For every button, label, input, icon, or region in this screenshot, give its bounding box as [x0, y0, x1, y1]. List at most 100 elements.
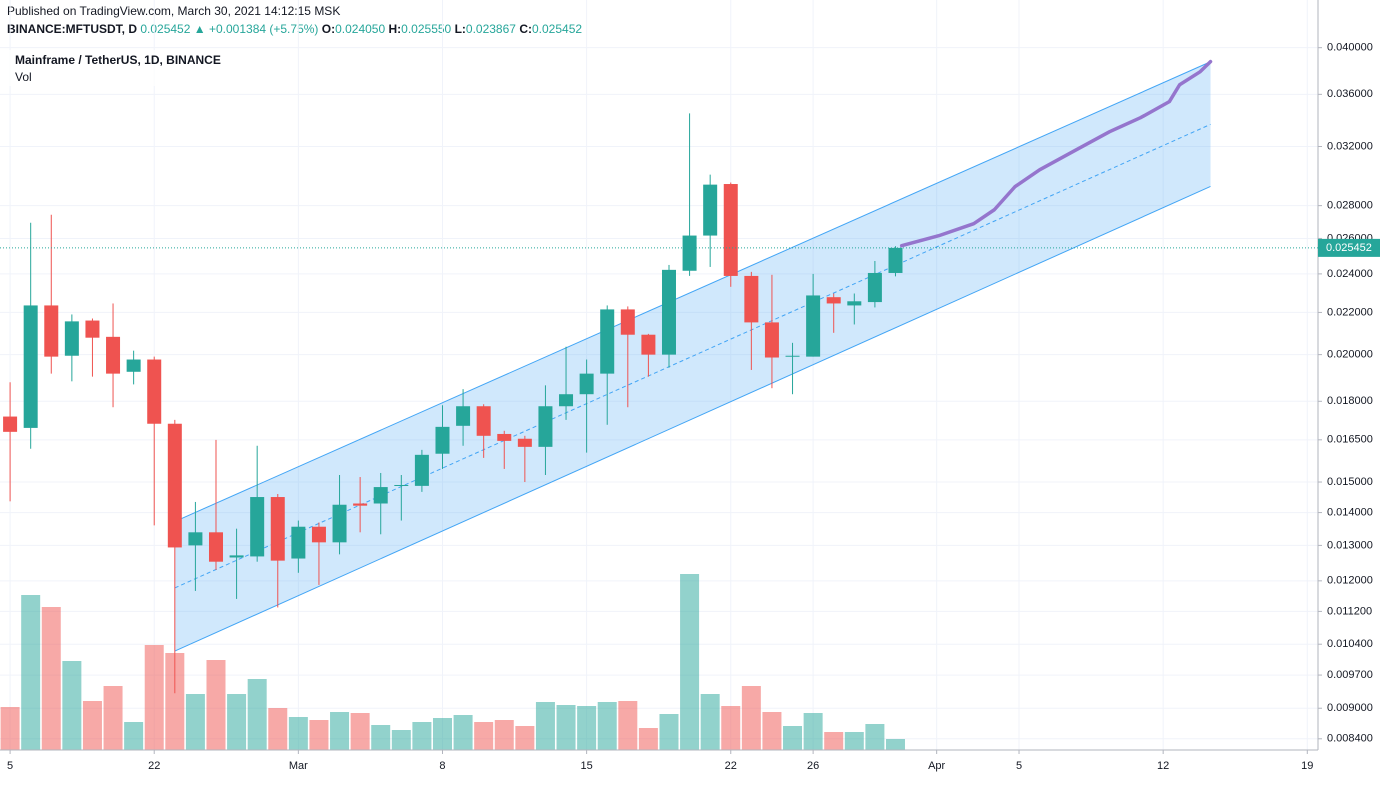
y-tick-label: 0.036000: [1327, 88, 1373, 100]
o: 0.024050: [335, 22, 385, 36]
volume-bar: [165, 653, 185, 750]
volume-bar: [247, 679, 267, 750]
candle-body: [64, 321, 79, 356]
volume-bar: [741, 686, 761, 750]
volume-bar: [762, 712, 782, 750]
candle-body: [435, 426, 450, 454]
x-tick-label: 8: [439, 760, 445, 772]
candle-body: [188, 532, 203, 546]
x-tick-label: 22: [725, 760, 737, 772]
candle-body: [806, 295, 821, 357]
x-tick-label: 22: [148, 760, 160, 772]
candle-body: [85, 320, 100, 338]
volume-bar: [556, 705, 576, 750]
x-tick-label: 5: [1016, 760, 1022, 772]
x-tick-label: 15: [580, 760, 592, 772]
volume-bar: [638, 728, 658, 750]
y-tick-label: 0.032000: [1327, 140, 1373, 152]
volume-bar: [783, 726, 803, 750]
volume-bar: [103, 686, 123, 750]
volume-bar: [494, 720, 514, 750]
volume-bar: [515, 726, 535, 750]
volume-bar: [82, 701, 102, 750]
y-tick-label: 0.014000: [1327, 506, 1373, 518]
candle-body: [785, 355, 800, 357]
candle-body: [126, 359, 141, 372]
candle-body: [44, 305, 59, 357]
y-tick-label: 0.024000: [1327, 268, 1373, 280]
symbol-line: BINANCE:MFTUSDT, D 0.025452 ▲ +0.001384 …: [7, 22, 582, 36]
volume-bar: [535, 702, 555, 750]
volume: [0, 574, 905, 750]
candle-body: [291, 526, 306, 559]
candle-body: [661, 269, 676, 355]
o-label: O:: [322, 22, 335, 36]
h-label: H:: [389, 22, 402, 36]
x-tick-label: 19: [1301, 760, 1313, 772]
volume-bar: [885, 739, 905, 750]
legend-bg: [7, 50, 247, 86]
volume-bar: [824, 732, 844, 750]
volume-bar: [144, 645, 164, 750]
channel: [174, 59, 1213, 652]
candle-body: [517, 438, 532, 447]
arrow: ▲: [194, 22, 206, 36]
legend-title: Mainframe / TetherUS, 1D, BINANCE: [15, 53, 221, 67]
grid: [0, 0, 1318, 750]
candle-body: [559, 394, 574, 407]
volume-bar: [577, 706, 597, 750]
candle-body: [332, 504, 347, 543]
symbol: BINANCE:MFTUSDT, D: [7, 22, 137, 36]
candle-body: [867, 272, 882, 303]
y-tick-label: 0.013000: [1327, 539, 1373, 551]
last-price-box: [1318, 238, 1380, 257]
candle-body: [373, 487, 388, 504]
candle-body: [888, 247, 903, 273]
channel-middle: [174, 123, 1211, 589]
volume-bar: [371, 725, 391, 750]
c-label: C:: [519, 22, 532, 36]
y-tick-label: 0.015000: [1327, 476, 1373, 488]
axes: 0.0400000.0360000.0320000.0280000.026000…: [0, 0, 1380, 772]
candle-body: [764, 322, 779, 358]
channel-lower: [174, 185, 1211, 652]
volume-bar: [62, 661, 82, 750]
volume-bar: [185, 694, 205, 750]
candle-body: [394, 484, 409, 486]
volume-bar: [350, 713, 370, 750]
candle-body: [723, 184, 738, 276]
candle-body: [476, 406, 491, 436]
candle-body: [497, 433, 512, 441]
volume-bar: [206, 660, 226, 750]
volume-bar: [288, 717, 308, 750]
volume-bar: [721, 706, 741, 750]
volume-bar: [844, 732, 864, 750]
volume-bar: [330, 712, 350, 750]
l-label: L:: [455, 22, 466, 36]
volume-bar: [474, 722, 494, 750]
volume-bar: [803, 713, 823, 750]
y-tick-label: 0.028000: [1327, 200, 1373, 212]
candle-body: [826, 297, 841, 304]
h: 0.025550: [401, 22, 451, 36]
y-tick-label: 0.009700: [1327, 669, 1373, 681]
candle-body: [744, 275, 759, 323]
y-tick-label: 0.016500: [1327, 434, 1373, 446]
candle-body: [250, 497, 265, 557]
x-tick-label: 5: [7, 760, 13, 772]
change: +0.001384 (+5.75%): [209, 22, 318, 36]
y-tick-label: 0.010400: [1327, 638, 1373, 650]
y-tick-label: 0.040000: [1327, 42, 1373, 54]
volume-bar: [391, 730, 411, 750]
volume-bar: [0, 707, 20, 750]
candle-body: [703, 184, 718, 236]
l: 0.023867: [466, 22, 516, 36]
candle-body: [3, 416, 18, 432]
volume-bar: [412, 722, 432, 750]
candle-body: [641, 334, 656, 355]
candle-body: [147, 359, 162, 424]
volume-bar: [268, 708, 288, 750]
last-price-label: 0.025452: [1326, 242, 1372, 254]
candle-body: [311, 526, 326, 543]
